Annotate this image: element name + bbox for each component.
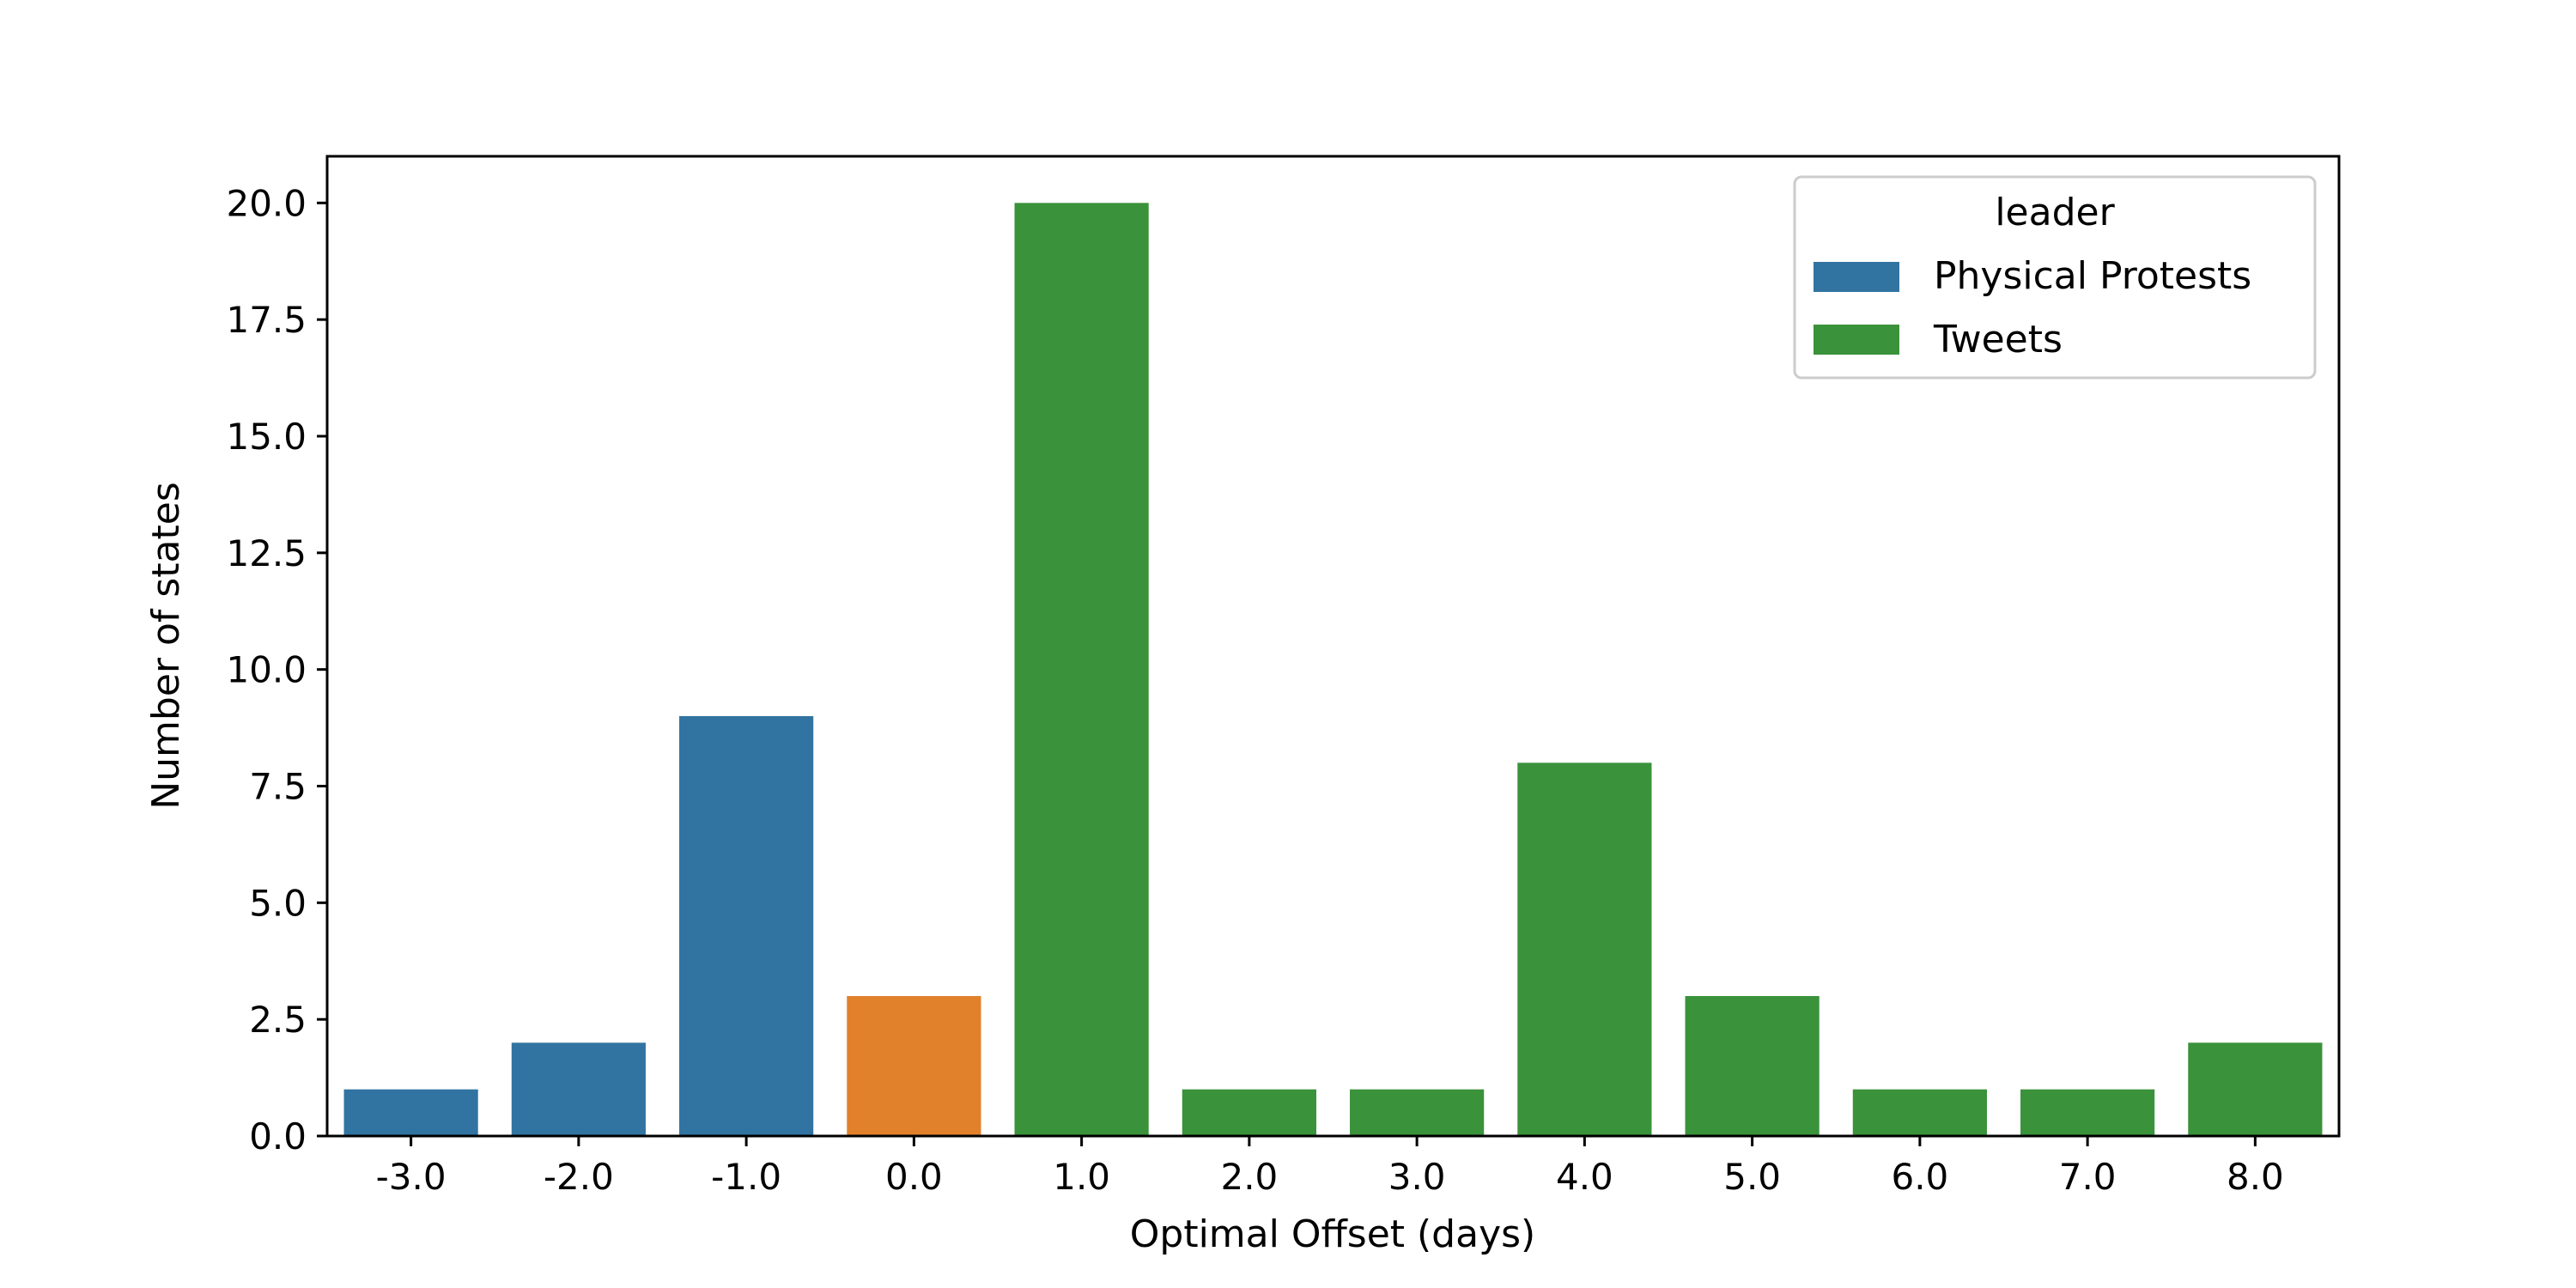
bar-2-0 [1182,1089,1316,1136]
x-tick-label: 5.0 [1723,1156,1781,1198]
bars-group [343,203,2323,1136]
y-tick-label: 5.0 [249,882,307,924]
y-tick-label: 20.0 [226,182,307,224]
x-tick-label: -3.0 [376,1156,447,1198]
y-tick-label: 10.0 [226,649,307,691]
x-tick-label: 0.0 [885,1156,943,1198]
x-tick-label: 7.0 [2059,1156,2117,1198]
y-tick-label: 0.0 [249,1115,307,1157]
y-tick-label: 7.5 [249,766,307,808]
bar-4-0 [1517,762,1652,1136]
plot-frame [325,155,2341,1138]
x-tick-label: 4.0 [1556,1156,1613,1198]
x-tick-label: 8.0 [2227,1156,2284,1198]
legend-frame [1793,175,2317,380]
bar-1-0 [1014,203,1149,1136]
bar-6-0 [1852,1089,1987,1136]
x-tick-label: 6.0 [1891,1156,1948,1198]
legend-swatch-physical-protests [1814,262,1899,292]
legend-title: leader [1995,191,2115,234]
x-tick-label: -1.0 [711,1156,781,1198]
y-tick-label: 2.5 [249,999,307,1041]
bar--3-0 [343,1089,478,1136]
y-axis: 0.0 2.5 5.0 7.5 10.0 12.5 15.0 17.5 20.0 [226,182,327,1157]
y-tick-label: 17.5 [226,299,307,341]
x-tick-label: 1.0 [1053,1156,1110,1198]
y-tick-label: 12.5 [226,532,307,574]
y-axis-label: Number of states [144,482,188,810]
legend-label-tweets: Tweets [1933,318,2063,361]
x-axis: -3.0 -2.0 -1.0 0.0 1.0 2.0 3.0 4.0 5.0 6.0 7.0 8.0 [376,1136,2284,1198]
x-tick-label: 2.0 [1220,1156,1278,1198]
y-tick-label: 15.0 [226,416,307,458]
bar--1-0 [679,716,814,1136]
bar--2-0 [511,1042,646,1136]
bar-8-0 [2188,1042,2323,1136]
bar-0-0 [847,996,981,1136]
x-tick-label: 3.0 [1388,1156,1446,1198]
legend-swatch-tweets [1814,325,1899,355]
bar-5-0 [1685,996,1820,1136]
x-tick-label: -2.0 [544,1156,614,1198]
legend-label-physical-protests: Physical Protests [1934,254,2251,298]
x-axis-label: Optimal Offset (days) [1130,1212,1535,1256]
legend: leader Physical Protests Tweets [1793,175,2317,380]
bar-7-0 [2020,1089,2155,1136]
bar-3-0 [1350,1089,1485,1136]
